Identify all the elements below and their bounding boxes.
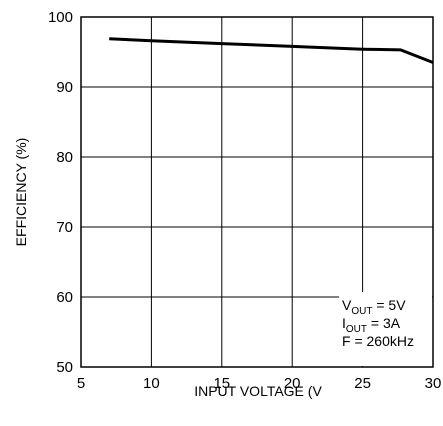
- x-tick-labels: 5 10 15 20 25 30: [77, 375, 442, 392]
- y-tick-label: 90: [56, 79, 73, 96]
- x-tick-label: 25: [354, 375, 371, 392]
- x-tick-label: 20: [284, 375, 301, 392]
- annotation-box: [339, 292, 432, 366]
- y-axis-label: EFFICIENCY (%): [13, 138, 29, 247]
- efficiency-line: [109, 37, 434, 64]
- x-tick-label: 30: [425, 375, 442, 392]
- y-tick-label: 80: [56, 149, 73, 166]
- plot-frame: [80, 16, 434, 368]
- grid-lines: [81, 17, 433, 367]
- annotation-iout: IOUT = 3A: [342, 315, 401, 335]
- x-tick-label: 15: [213, 375, 230, 392]
- y-tick-label: 60: [56, 289, 73, 306]
- y-tick-label: 50: [56, 359, 73, 376]
- x-tick-label: 10: [143, 375, 160, 392]
- x-tick-label: 5: [77, 375, 85, 392]
- series-group: [109, 37, 434, 64]
- annotation-frequency: F = 260kHz: [342, 333, 414, 349]
- y-tick-label: 100: [48, 9, 73, 26]
- y-tick-labels: 50 60 70 80 90 100: [48, 9, 73, 376]
- x-axis-label: INPUT VOLTAGE (V: [194, 383, 322, 399]
- y-tick-label: 70: [56, 219, 73, 236]
- annotation-vout: VOUT = 5V: [342, 297, 406, 317]
